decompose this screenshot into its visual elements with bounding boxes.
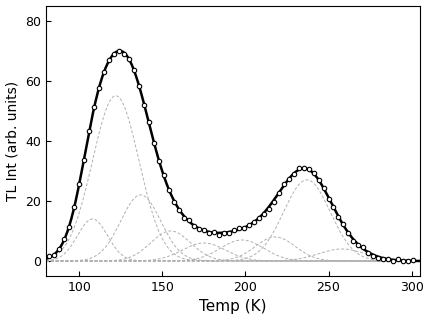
Y-axis label: TL Int (arb. units): TL Int (arb. units) (6, 81, 19, 201)
X-axis label: Temp (K): Temp (K) (199, 300, 267, 315)
